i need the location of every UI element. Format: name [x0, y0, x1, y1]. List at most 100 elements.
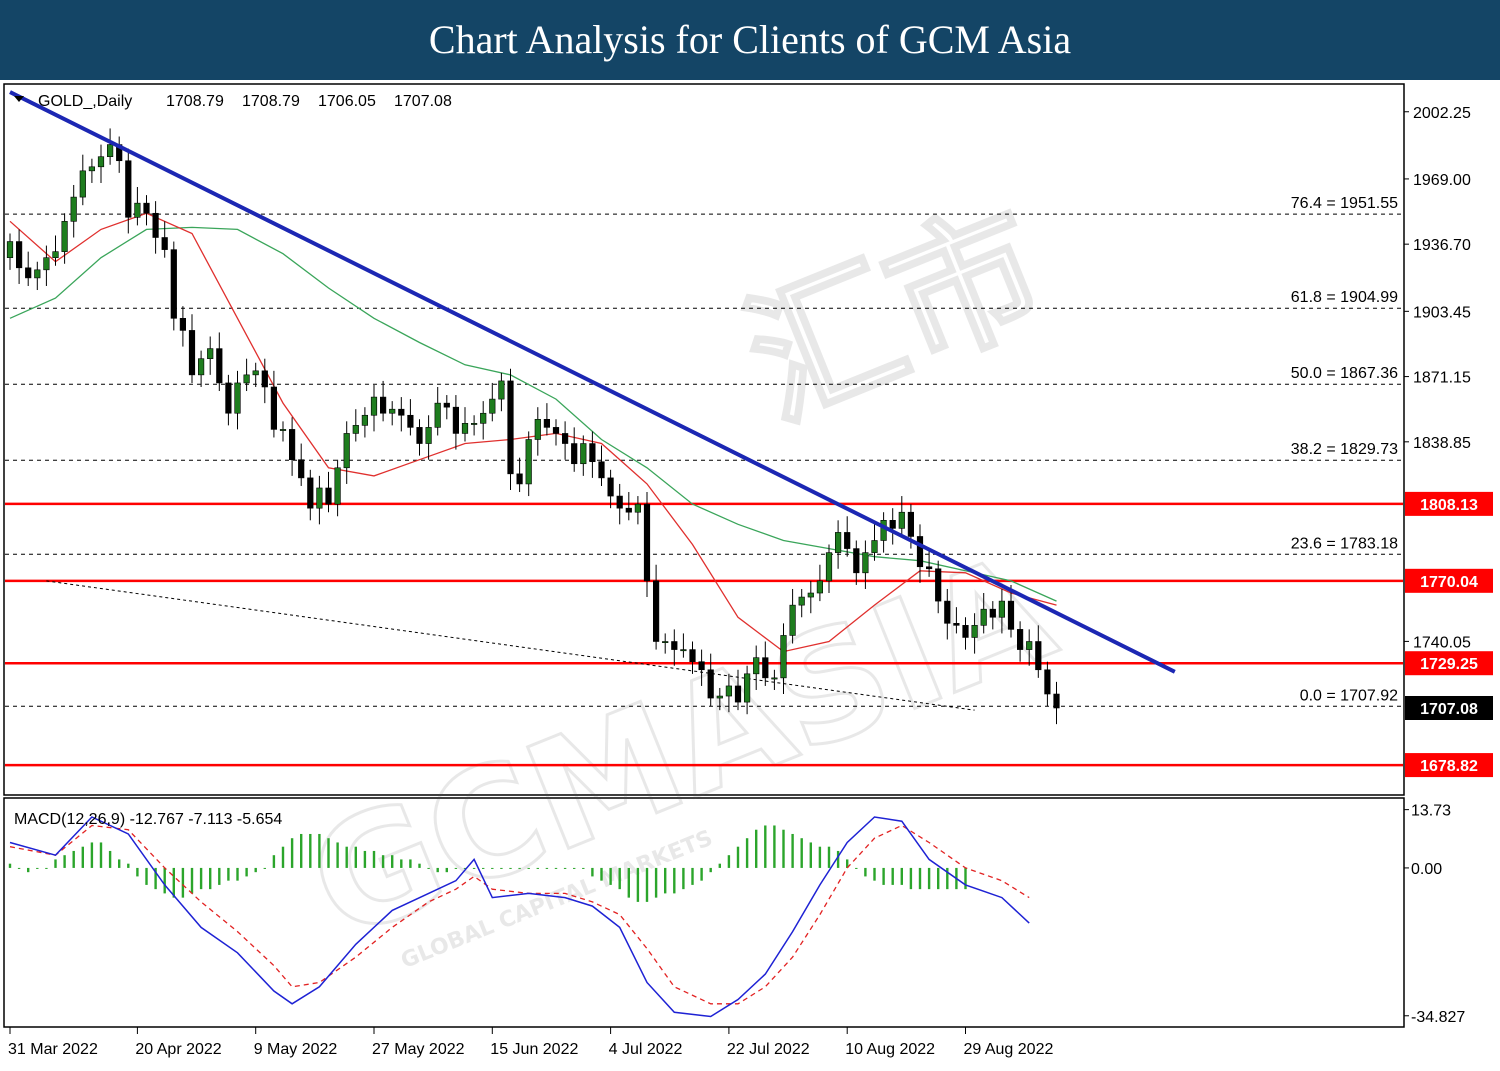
macd-histogram-bar [400, 859, 403, 868]
candle-body [652, 580, 660, 642]
candle-body [152, 212, 159, 238]
candle-body [43, 257, 50, 271]
fib-label: 38.2 = 1829.73 [1291, 441, 1398, 458]
macd-histogram-bar [682, 867, 685, 890]
candle-body [789, 604, 796, 636]
fib-label: 61.8 = 1904.99 [1291, 289, 1398, 306]
macd-histogram-bar [773, 825, 776, 868]
macd-histogram-bar [527, 867, 530, 869]
x-tick-label: 9 May 2022 [254, 1041, 338, 1058]
macd-histogram-bar [418, 863, 421, 868]
candle-body [962, 625, 969, 638]
fib-label: 0.0 = 1707.92 [1300, 687, 1398, 704]
candle-body [853, 548, 860, 574]
candle-body [743, 673, 751, 703]
macd-panel [3, 797, 1405, 1028]
candle-body [107, 144, 114, 158]
candle-body [243, 374, 250, 384]
macd-histogram-bar [855, 867, 858, 869]
macd-histogram-bar [927, 867, 931, 890]
candle-body [316, 487, 323, 509]
chart-area: GCMASIA 汇市 GLOBAL CAPITAL MARKETS 76.4 =… [3, 83, 1493, 1058]
macd-histogram-bar [354, 846, 357, 868]
macd-histogram-bar [254, 867, 257, 873]
macd-histogram-bar [636, 867, 640, 902]
candle-body [1007, 600, 1015, 630]
candle-body [207, 348, 214, 360]
candle-body [561, 433, 569, 444]
y-tick-label: 1838.85 [1413, 435, 1471, 452]
macd-histogram-bar [946, 867, 949, 890]
candle-body [379, 396, 387, 414]
dotted-trendline [46, 580, 975, 711]
candle-body [944, 600, 951, 624]
price-tag-box [1405, 753, 1493, 778]
macd-histogram-bar [536, 867, 539, 869]
y-tick-label: 1969.00 [1413, 172, 1471, 189]
candle-body [125, 160, 132, 218]
macd-histogram-bar [463, 867, 467, 869]
macd-histogram-bar [545, 867, 549, 869]
candle-body [252, 370, 259, 376]
macd-histogram-bar [645, 867, 649, 902]
candle-body [916, 536, 924, 568]
candle-body [889, 519, 896, 529]
candle-body [225, 382, 232, 414]
macd-histogram-bar [654, 867, 658, 898]
x-tick-label: 4 Jul 2022 [609, 1041, 683, 1058]
moving-averages [9, 212, 1057, 653]
candle-body [15, 241, 23, 269]
candle-body [389, 408, 396, 414]
macd-histogram-bar [163, 867, 166, 894]
candle-body [97, 156, 105, 168]
y-tick-label: 1903.45 [1413, 304, 1471, 321]
candle-body [707, 669, 714, 699]
macd-histogram-bar [609, 867, 612, 885]
macd-histogram-bar [199, 867, 203, 890]
macd-histogram-bar [318, 833, 321, 868]
candle-body [34, 269, 41, 279]
time-axis: 31 Mar 2022 20 Apr 2022 9 May 2022 27 May 2… [8, 1027, 1053, 1058]
macd-histogram-bar [281, 846, 285, 868]
last-price-tag-label: 1707.08 [1420, 701, 1478, 718]
macd-histogram-bar [709, 867, 712, 873]
y-tick-label: 1871.15 [1413, 370, 1471, 387]
macd-histogram-bar [327, 838, 330, 868]
symbol-label: GOLD_,Daily [38, 93, 132, 110]
macd-histogram-bar [145, 867, 148, 885]
price-tag-box [1405, 568, 1493, 593]
macd-histogram-bar [745, 838, 749, 868]
macd-histogram-bar [272, 855, 276, 868]
macd-histogram-bar [27, 867, 30, 873]
candle-body [716, 695, 723, 699]
macd-histogram-bar [17, 867, 21, 869]
candle-body [780, 635, 787, 679]
candle-body [971, 625, 978, 638]
candle-body [261, 370, 268, 388]
macd-histogram-bar [591, 867, 594, 877]
candle-body [689, 649, 696, 663]
candle-body [798, 596, 805, 606]
macd-histogram-bar [8, 863, 12, 868]
candle-body [470, 423, 478, 425]
macd-histogram-bar [918, 867, 922, 890]
candle-body [425, 427, 432, 444]
candle-body [525, 439, 532, 485]
macd-histogram-bar [818, 846, 822, 868]
candle-body [543, 418, 550, 428]
candle-body [634, 503, 641, 513]
candle-body [461, 423, 469, 434]
candle-body [343, 433, 350, 469]
macd-histogram-bar [454, 867, 458, 869]
candle-body [1035, 641, 1042, 671]
macd-y-tick-label: 0.00 [1411, 861, 1442, 878]
candle-body [188, 330, 196, 376]
candle-body [398, 408, 405, 416]
macd-histogram-bar [627, 867, 630, 898]
candle-body [671, 641, 678, 650]
candle-body [279, 429, 287, 431]
candle-body [1016, 629, 1024, 650]
macd-histogram-bar [427, 867, 430, 869]
macd-histogram-bar [54, 859, 57, 868]
macd-signal-line [9, 824, 1030, 1005]
